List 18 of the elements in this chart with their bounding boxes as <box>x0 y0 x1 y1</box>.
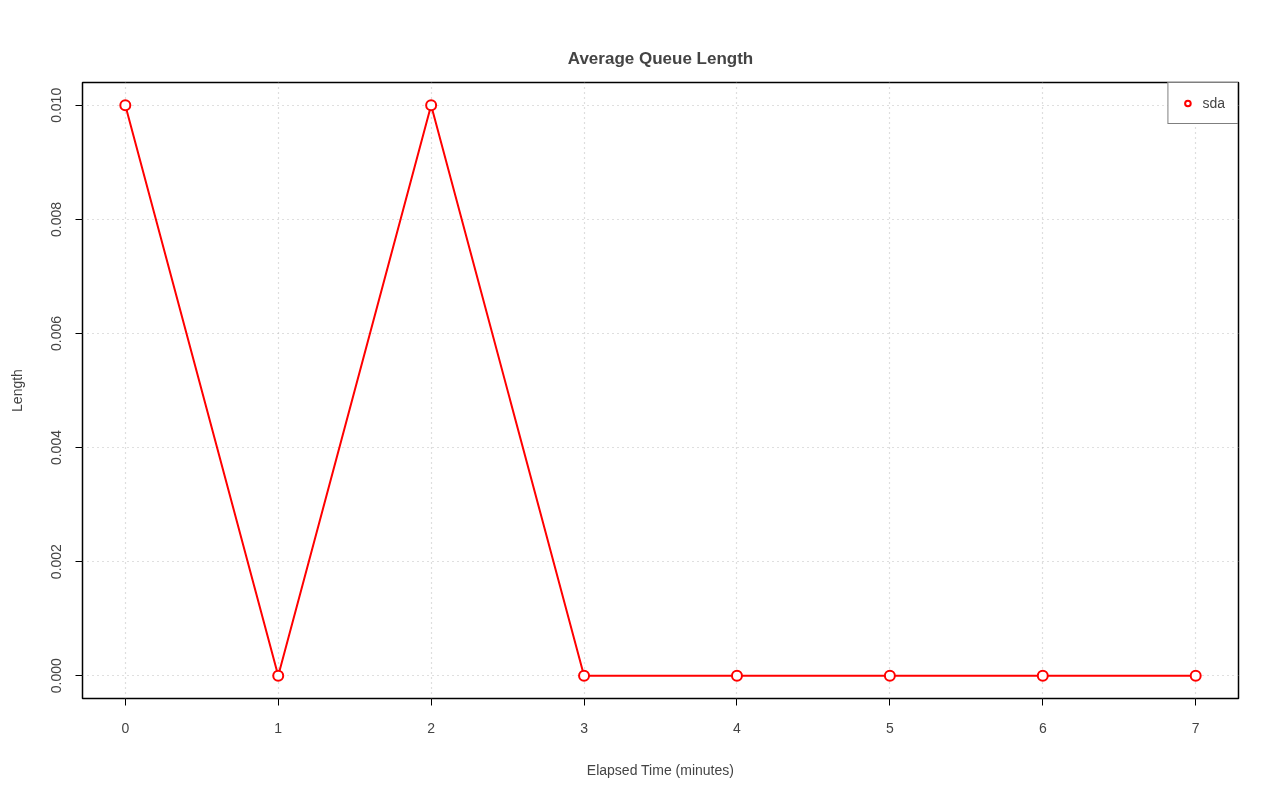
y-tick-label: 0.002 <box>48 543 65 580</box>
x-tick-label: 7 <box>1191 719 1200 736</box>
x-tick-label: 3 <box>580 719 589 736</box>
x-tick-label: 5 <box>885 719 894 736</box>
x-tick-label: 6 <box>1038 719 1047 736</box>
y-tick-label: 0.006 <box>48 315 65 351</box>
x-tick-label: 1 <box>274 719 283 736</box>
legend-label: sda <box>1202 95 1225 111</box>
y-tick-label: 0.010 <box>48 87 65 123</box>
x-tick-label: 2 <box>427 719 436 736</box>
chart-title: Average Queue Length <box>567 48 754 68</box>
x-tick-label: 4 <box>733 719 742 736</box>
y-tick-label: 0.000 <box>48 657 65 694</box>
y-tick-label: 0.004 <box>48 429 65 466</box>
x-axis-title: Elapsed Time (minutes) <box>586 761 734 778</box>
y-axis-title: Length <box>8 369 25 412</box>
x-tick-label: 0 <box>121 719 130 736</box>
y-tick-label: 0.008 <box>48 201 65 237</box>
